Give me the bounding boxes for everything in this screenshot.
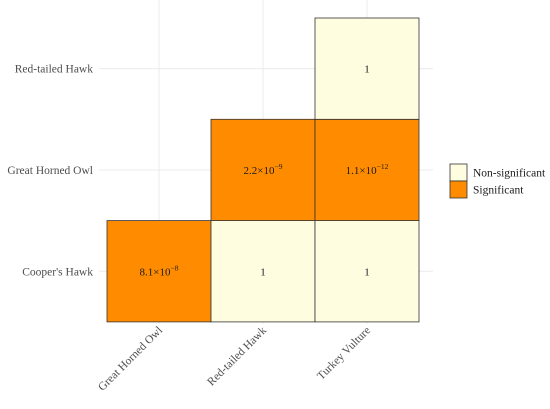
legend: Non-significant Significant <box>449 163 546 199</box>
cell-value-label: 1 <box>260 266 266 278</box>
heatmap-cell <box>314 220 420 323</box>
y-tick-label: Red-tailed Hawk <box>15 64 93 76</box>
heatmap-cell <box>314 118 420 222</box>
y-tick-label: Great Horned Owl <box>7 165 93 177</box>
cell-value-label: 2.2×10−9 <box>244 162 283 177</box>
heatmap-cells: 8.1×10−8 1 1 2.2×10−9 1.1×10−12 1 <box>106 17 420 323</box>
cell-value-label: 1 <box>364 64 370 76</box>
cell-value-label: 1 <box>364 266 370 278</box>
x-tick-label: Great Horned Owl <box>96 325 165 394</box>
heatmap-cell <box>106 220 212 323</box>
y-tick-label: Cooper's Hawk <box>22 266 93 278</box>
heatmap-cell <box>210 220 316 323</box>
y-axis-labels: Cooper's Hawk Great Horned Owl Red-tailed … <box>7 64 93 279</box>
heatmap-cell <box>210 118 316 222</box>
x-tick-label: Red-tailed Hawk <box>205 324 269 388</box>
heatmap-cell <box>314 17 420 120</box>
x-tick-label: Turkey Vulture <box>315 325 373 383</box>
legend-label: Significant <box>473 185 524 197</box>
cell-value-label: 8.1×10−8 <box>140 263 179 278</box>
legend-key <box>449 163 468 182</box>
legend-label: Non-significant <box>473 168 546 180</box>
x-axis-labels: Great Horned Owl Red-tailed Hawk Turkey Vu… <box>96 324 373 393</box>
cell-value-label: 1.1×10−12 <box>346 162 389 177</box>
legend-key <box>449 180 468 199</box>
